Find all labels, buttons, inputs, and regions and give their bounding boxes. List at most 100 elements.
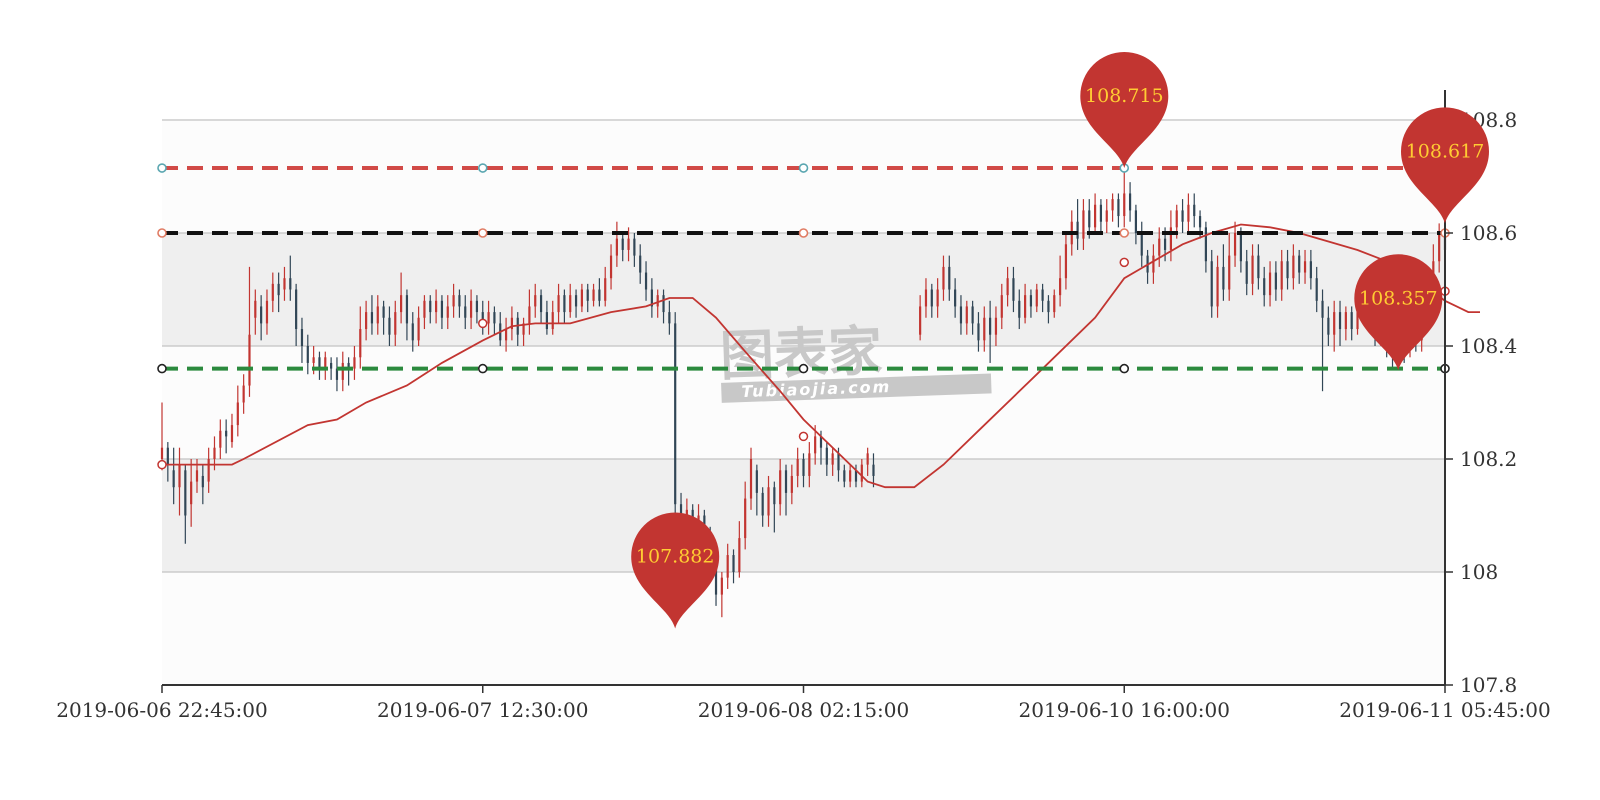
candle-body <box>679 504 683 522</box>
candle-body <box>242 385 245 403</box>
candle-body <box>959 306 963 324</box>
candle-body <box>1309 261 1312 279</box>
mark-point-pin: 108.357 <box>1354 254 1443 371</box>
candle-body <box>551 312 554 330</box>
mark-point-layer: 108.715 107.882 108.617 108.357 <box>631 52 1489 629</box>
candle-body <box>744 498 747 539</box>
candle-body <box>1128 193 1132 211</box>
candle-body <box>271 283 274 301</box>
candle-body <box>983 317 986 341</box>
candle-body <box>1105 210 1108 222</box>
candle-body <box>738 538 741 572</box>
candle-body <box>755 470 758 493</box>
y-tick-label: 108.2 <box>1460 447 1517 471</box>
candle-body <box>948 266 951 290</box>
candle-body <box>1117 199 1120 217</box>
candle-body <box>965 306 968 324</box>
x-tick-label: 2019-06-11 05:45:00 <box>1339 698 1551 722</box>
candle-body <box>493 312 496 324</box>
candle-body <box>1239 233 1242 262</box>
pin-shape <box>1354 254 1443 371</box>
candle-body <box>819 436 823 448</box>
candle-body <box>866 453 869 465</box>
mark-line-marker <box>798 363 809 374</box>
candle-body <box>598 289 601 301</box>
candle-body <box>312 357 315 363</box>
candle-body <box>440 300 444 318</box>
candle-body <box>825 447 828 465</box>
candle-body <box>1198 216 1202 228</box>
candle-body <box>1175 210 1178 228</box>
candle-body <box>1263 278 1266 296</box>
candle-body <box>1193 204 1196 217</box>
moving-average-line <box>162 223 1480 489</box>
candle-body <box>814 436 817 454</box>
candle-body <box>376 306 379 324</box>
candle-body <box>1006 278 1009 296</box>
candle-body <box>714 555 718 595</box>
candle-body <box>400 295 403 313</box>
candle-body <box>773 487 776 505</box>
candle-body <box>650 289 653 307</box>
mark-line-marker <box>477 363 488 374</box>
mark-point-label: 108.617 <box>1406 140 1485 162</box>
moving-average-marker <box>157 459 167 470</box>
candle-body <box>924 289 928 307</box>
candle-body <box>1315 278 1318 301</box>
candle-body <box>289 278 292 290</box>
candle-body <box>277 283 280 296</box>
candle-body <box>230 425 234 443</box>
candle-body <box>475 300 479 313</box>
candle-body <box>166 447 169 465</box>
candle-body <box>370 312 374 324</box>
candle-body <box>1245 261 1248 284</box>
candle-body <box>458 295 461 307</box>
candle-body <box>225 430 228 437</box>
candle-body <box>1274 272 1277 290</box>
mark-line-marker <box>798 228 809 238</box>
candle-body <box>1000 295 1003 318</box>
candle-body <box>674 323 677 505</box>
candle-body <box>388 317 391 335</box>
candle-body <box>347 362 350 369</box>
candle-body <box>201 475 204 488</box>
candle-body <box>1333 312 1336 335</box>
moving-average-marker <box>1119 257 1129 268</box>
candle-body <box>1344 312 1347 330</box>
candle-body <box>627 238 630 250</box>
candle-body <box>849 470 852 482</box>
moving-average-marker <box>798 431 809 442</box>
candle-body <box>656 295 659 307</box>
candle-body <box>954 289 957 307</box>
candle-body <box>872 464 875 476</box>
candle-body <box>586 289 589 301</box>
candle-body <box>1303 261 1307 273</box>
candle-body <box>1228 255 1231 290</box>
mark-line-marker <box>157 363 167 374</box>
candle-body <box>639 255 642 273</box>
candle-body <box>1099 204 1103 222</box>
candle-body <box>504 329 508 341</box>
candle-body <box>1280 261 1283 290</box>
candle-body <box>318 357 321 369</box>
candle-body <box>784 470 788 493</box>
moving-average-layer <box>157 223 1480 489</box>
candle-body <box>172 470 175 488</box>
candle-body <box>563 295 566 313</box>
candle-body <box>1064 244 1068 279</box>
candle-body <box>260 306 263 324</box>
candle-body <box>761 492 764 516</box>
candle-body <box>732 555 735 572</box>
candle-body <box>1088 210 1091 228</box>
candle-body <box>802 459 805 476</box>
candle-body <box>633 238 636 256</box>
candle-body <box>1321 300 1324 318</box>
candle-body <box>779 470 782 505</box>
candle-body <box>1140 233 1143 256</box>
candle-body <box>1251 255 1254 284</box>
candle-body <box>405 295 409 324</box>
candle-body <box>668 312 671 324</box>
candle-body <box>423 300 426 318</box>
candle-body <box>1093 204 1097 228</box>
candle-body <box>1292 255 1295 279</box>
